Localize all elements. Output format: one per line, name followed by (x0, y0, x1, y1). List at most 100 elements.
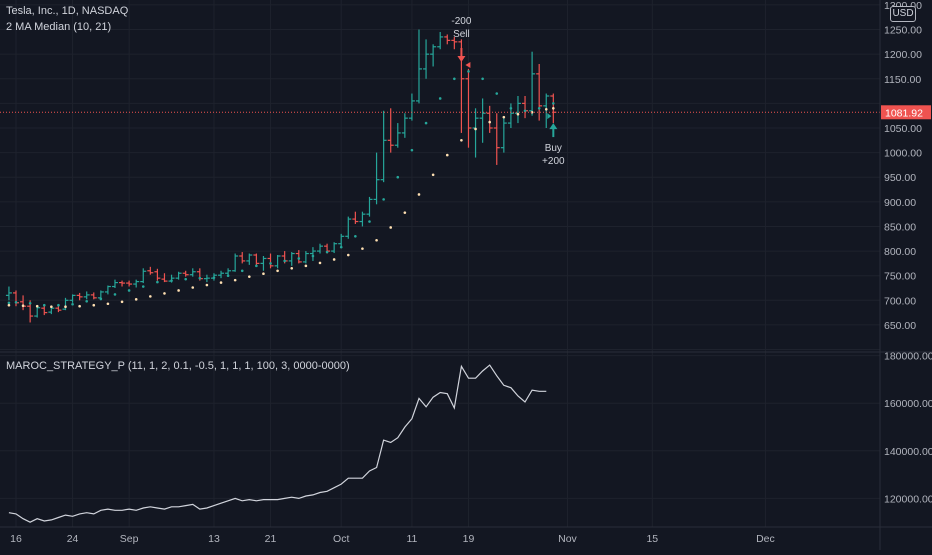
ohlc-bar[interactable] (83, 291, 90, 300)
ohlc-bar[interactable] (401, 113, 408, 138)
ohlc-bar[interactable] (182, 270, 189, 277)
buy-marker-icon (547, 113, 552, 120)
ohlc-bar[interactable] (267, 253, 274, 269)
ohlc-bar[interactable] (154, 268, 161, 281)
ohlc-bar[interactable] (218, 270, 225, 279)
time-tick-label: 11 (406, 533, 417, 545)
ohlc-bar[interactable] (437, 32, 444, 50)
time-tick-label: 24 (67, 533, 79, 545)
ohlc-bar[interactable] (147, 266, 154, 275)
currency-button[interactable]: USD (890, 6, 916, 22)
ma-fast-dot (99, 297, 103, 301)
symbol-title[interactable]: Tesla, Inc., 1D, NASDAQ (6, 5, 129, 17)
ma-indicator-label[interactable]: 2 MA Median (10, 21) (6, 21, 112, 33)
ohlc-bar[interactable] (288, 252, 295, 266)
ohlc-bar[interactable] (444, 34, 451, 45)
ohlc-bar[interactable] (253, 253, 260, 266)
ohlc-bar[interactable] (479, 98, 486, 143)
ohlc-bar[interactable] (338, 233, 345, 247)
equity-tick-label: 140000.00 (884, 446, 932, 458)
ohlc-bar[interactable] (500, 118, 507, 153)
ohlc-bar[interactable] (309, 247, 316, 261)
ma-fast-dot (396, 175, 400, 179)
ohlc-bar[interactable] (529, 51, 536, 116)
ohlc-bar[interactable] (366, 196, 373, 217)
ma-slow-dot (120, 300, 124, 304)
ohlc-bar[interactable] (225, 268, 232, 275)
ohlc-bar[interactable] (408, 93, 415, 121)
ohlc-bar[interactable] (239, 252, 246, 264)
ma-fast-dot (552, 102, 555, 105)
ohlc-bar[interactable] (111, 279, 118, 288)
ohlc-bar[interactable] (126, 280, 133, 287)
ohlc-bar[interactable] (133, 279, 140, 288)
ohlc-bar[interactable] (119, 280, 126, 287)
equity-tick-label: 180000.00 (884, 351, 932, 363)
ohlc-bar[interactable] (423, 39, 430, 79)
ohlc-bar[interactable] (260, 256, 267, 271)
price-tick-label: 950.00 (884, 172, 916, 184)
ma-slow-dot (64, 305, 67, 309)
time-tick-label: 21 (265, 533, 277, 545)
ohlc-bar[interactable] (302, 251, 309, 264)
ohlc-bar[interactable] (331, 242, 338, 254)
ohlc-bar[interactable] (90, 292, 97, 300)
time-tick-label: Sep (120, 533, 139, 545)
ohlc-bar[interactable] (486, 105, 493, 133)
ohlc-bar[interactable] (451, 36, 458, 50)
ohlc-bar[interactable] (373, 152, 380, 205)
ohlc-bar[interactable] (41, 305, 48, 316)
ohlc-bar[interactable] (543, 93, 550, 128)
equity-pane[interactable] (8, 364, 547, 523)
ohlc-bar[interactable] (62, 297, 69, 311)
ohlc-bar[interactable] (175, 271, 182, 280)
ma-slow-dot (544, 107, 548, 111)
ohlc-bar[interactable] (295, 250, 302, 264)
ohlc-bar[interactable] (387, 108, 394, 153)
ohlc-bar[interactable] (359, 211, 366, 227)
ma-fast-dot (382, 198, 385, 201)
ohlc-bar[interactable] (246, 253, 253, 265)
time-tick-label: 19 (463, 533, 475, 545)
ohlc-bar[interactable] (415, 29, 422, 104)
ohlc-bar[interactable] (140, 268, 147, 284)
ohlc-bar[interactable] (394, 123, 401, 148)
ohlc-bar[interactable] (5, 286, 12, 301)
ma-slow-dot (205, 283, 209, 287)
ohlc-bar[interactable] (430, 44, 437, 67)
ma-slow-dot (417, 193, 421, 196)
ohlc-bar[interactable] (493, 113, 500, 165)
ohlc-bar[interactable] (380, 110, 387, 183)
ohlc-bar[interactable] (465, 68, 472, 148)
ohlc-bar[interactable] (536, 64, 543, 121)
ohlc-bar[interactable] (317, 243, 324, 254)
ohlc-bar[interactable] (274, 255, 281, 269)
price-pane[interactable] (0, 29, 880, 323)
ma-slow-dot (276, 269, 279, 273)
price-tick-label: 1250.00 (884, 25, 922, 37)
ma-slow-dot (290, 267, 294, 270)
sell-label: Sell (453, 29, 470, 40)
equity-line[interactable] (8, 364, 547, 523)
ma-fast-dot (509, 107, 513, 110)
ohlc-bar[interactable] (69, 294, 76, 303)
ohlc-bar[interactable] (232, 253, 239, 272)
strategy-label[interactable]: MAROC_STRATEGY_P (11, 1, 2, 0.1, -0.5, 1… (6, 360, 350, 372)
ma-fast-dot (212, 276, 216, 279)
ohlc-bar[interactable] (104, 285, 111, 295)
ohlc-bar[interactable] (345, 216, 352, 239)
time-tick-label: Oct (333, 533, 349, 545)
time-tick-label: 15 (646, 533, 658, 545)
ohlc-bar[interactable] (189, 268, 196, 277)
ma-fast-dot (7, 301, 11, 305)
ohlc-bar[interactable] (203, 274, 210, 283)
ohlc-bar[interactable] (161, 273, 168, 283)
ohlc-bar[interactable] (352, 211, 359, 224)
ma-fast-dot (42, 303, 46, 307)
ma-slow-dot (7, 303, 11, 307)
ohlc-bar[interactable] (76, 292, 83, 301)
